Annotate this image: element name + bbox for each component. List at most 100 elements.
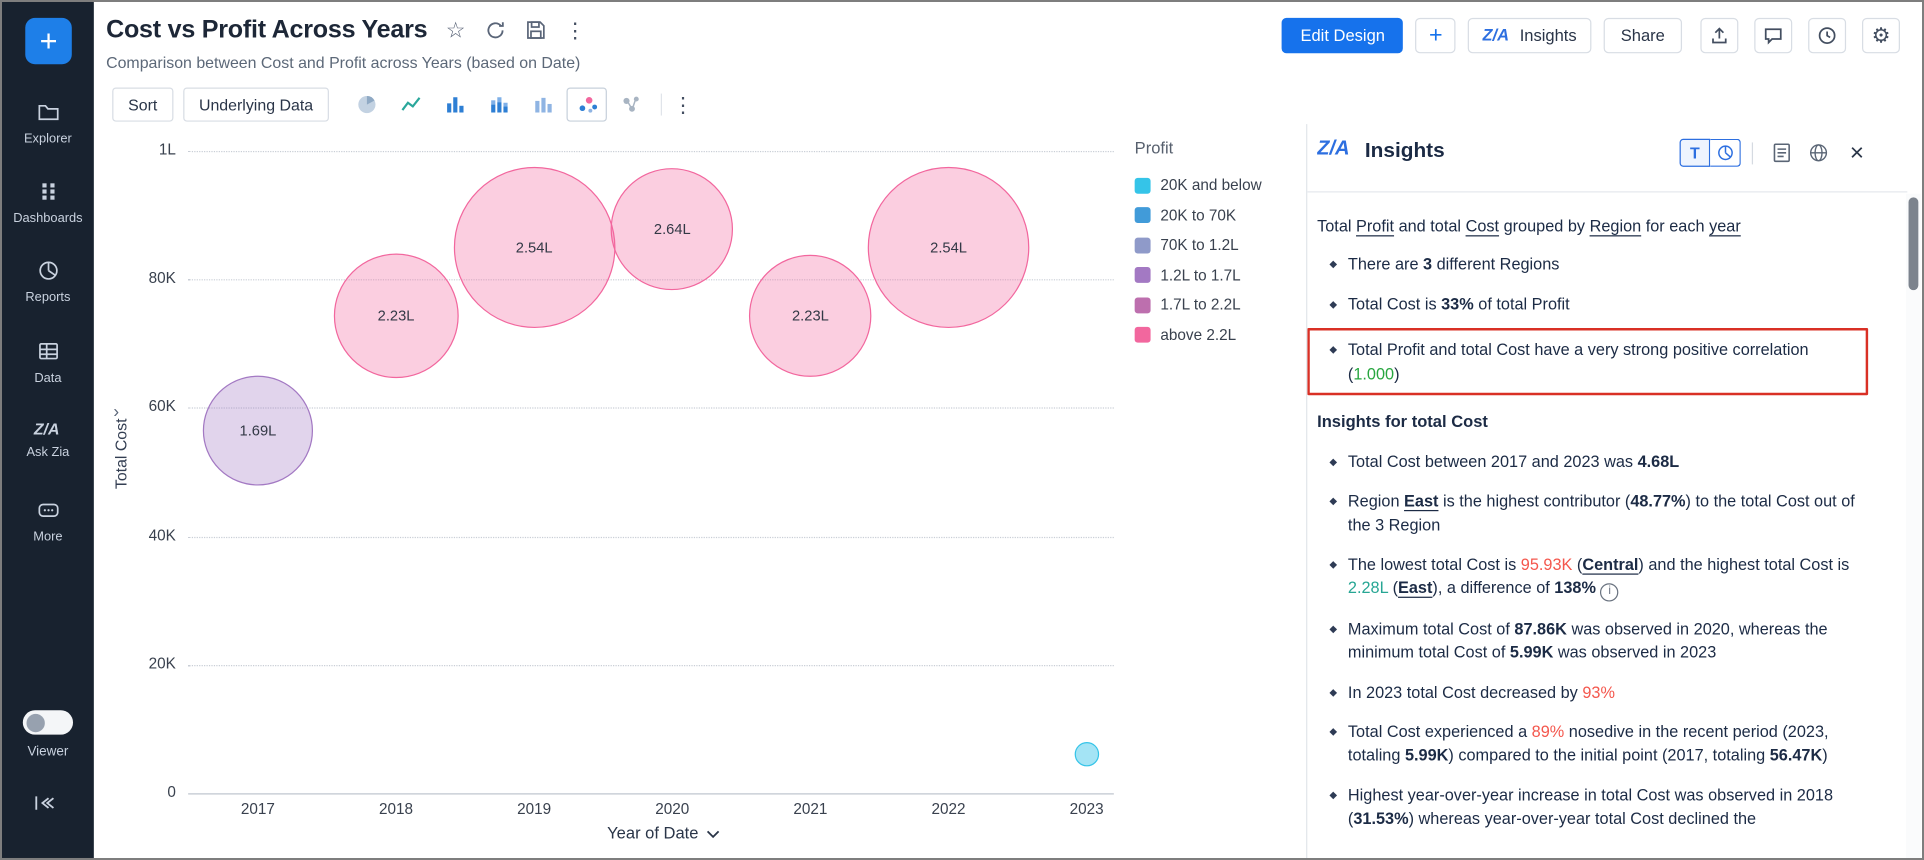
history-button[interactable] [1808, 17, 1847, 54]
x-axis-tick-label: 2018 [379, 800, 414, 818]
bubble-2018[interactable]: 2.23L [333, 253, 459, 379]
gridline [188, 793, 1114, 795]
chart-type-bubble-icon[interactable] [566, 87, 607, 122]
legend-item[interactable]: 1.7L to 2.2L [1134, 290, 1262, 320]
underlying-data-button[interactable]: Underlying Data [183, 87, 330, 122]
legend-swatch [1134, 237, 1151, 254]
more-icon [36, 498, 60, 522]
insight-bullet: ◆ There are 3 different Regions [1317, 253, 1868, 277]
bullet-diamond-icon: ◆ [1329, 726, 1337, 738]
insights-bullet-list: ◆ There are 3 different Regions ◆ Total Cos… [1307, 253, 1869, 396]
scrollbar-track[interactable] [1906, 193, 1921, 858]
insight-bullet-text: In 2023 total Cost decreased by 93% [1347, 682, 1615, 702]
save-icon[interactable] [524, 19, 546, 41]
chart-type-pie-icon[interactable] [346, 87, 387, 122]
insight-bullet: ◆ Total Cost experienced a 89% nosedive i… [1317, 720, 1868, 767]
scrollbar-thumb[interactable] [1908, 197, 1919, 291]
bubble-2022[interactable]: 2.54L [867, 166, 1030, 328]
legend-swatch [1134, 177, 1151, 194]
legend-label: 70K to 1.2L [1160, 236, 1239, 254]
legend-item[interactable]: 20K and below [1134, 171, 1262, 201]
bubble-2020[interactable]: 2.64L [611, 167, 734, 290]
chart-type-bar-icon[interactable] [434, 87, 475, 122]
close-icon[interactable]: × [1849, 139, 1865, 167]
settings-button[interactable]: ⚙ [1862, 17, 1900, 54]
bullet-diamond-icon: ◆ [1329, 623, 1337, 635]
sidebar-item-label: Explorer [23, 131, 72, 147]
x-axis-title[interactable]: Year of Date [607, 824, 719, 842]
insight-bullet: ◆ Maximum total Cost of 87.86K was observ… [1317, 617, 1868, 664]
share-button[interactable]: Share [1603, 17, 1683, 54]
y-axis-tick-label: 80K [148, 269, 176, 287]
legend-item[interactable]: 20K to 70K [1134, 200, 1262, 230]
sidebar-item-more[interactable]: More [2, 498, 94, 544]
y-axis-tick-label: 20K [148, 655, 176, 673]
chart-toolbar: Sort Underlying Data [112, 87, 694, 122]
insights-content: Total Profit and total Cost grouped by R… [1307, 214, 1869, 830]
insight-bullet-text: Total Cost between 2017 and 2023 was 4.6… [1347, 452, 1680, 471]
y-axis-expand-icon[interactable]: › [113, 401, 120, 421]
toolbar-separator [660, 93, 663, 116]
explorer-icon [36, 100, 60, 124]
chart-type-column-icon[interactable] [522, 87, 563, 122]
bubble-2021[interactable]: 2.23L [749, 254, 872, 378]
dashboards-icon [36, 179, 60, 203]
insight-bullet: ◆ The lowest total Cost is 95.93K (Centra… [1317, 553, 1868, 602]
insight-bullet-text: There are 3 different Regions [1347, 255, 1560, 274]
insight-bullet-text: Total Cost experienced a 89% nosedive in… [1347, 722, 1829, 765]
toolbar-more-icon[interactable]: ⋮ [671, 87, 694, 122]
chart-type-line-icon[interactable] [390, 87, 431, 122]
svg-text:Z/A: Z/A [1483, 26, 1510, 43]
more-options-icon[interactable]: ⋮ [564, 18, 586, 42]
text-view-toggle[interactable]: T [1679, 138, 1711, 167]
insight-bullet: ◆ In 2023 total Cost decreased by 93% [1317, 680, 1868, 704]
edit-design-button[interactable]: Edit Design [1282, 17, 1404, 54]
add-button[interactable]: + [1415, 17, 1457, 54]
chart-type-stacked-bar-icon[interactable] [478, 87, 519, 122]
chart-type-map-icon[interactable] [610, 87, 652, 122]
insights-button[interactable]: Z/A Insights [1468, 17, 1592, 54]
legend-item[interactable]: 70K to 1.2L [1134, 230, 1262, 260]
insights-intro: Total Profit and total Cost grouped by R… [1317, 216, 1741, 236]
bubble-2023[interactable] [1074, 742, 1099, 768]
sort-button[interactable]: Sort [112, 87, 174, 122]
gridline [188, 664, 1114, 667]
bullet-diamond-icon: ◆ [1329, 558, 1337, 570]
viewer-label: Viewer [27, 744, 69, 760]
insights-panel-header: Z/A Insights [1316, 136, 1445, 164]
collapse-sidebar-icon[interactable] [30, 793, 57, 819]
refresh-icon[interactable] [484, 19, 506, 41]
bubble-value-label: 2.64L [653, 220, 691, 238]
favorite-star-icon[interactable]: ☆ [445, 17, 466, 43]
sidebar-item-explorer[interactable]: Explorer [2, 100, 94, 146]
toggle-knob [26, 713, 45, 732]
gridline [188, 150, 1114, 153]
bullet-diamond-icon: ◆ [1329, 686, 1337, 698]
bubble-value-label: 2.54L [930, 238, 967, 256]
legend-item[interactable]: above 2.2L [1134, 320, 1262, 350]
insights-button-label: Insights [1519, 26, 1577, 45]
sidebar-item-data[interactable]: Data [2, 339, 94, 385]
sidebar-item-label: Reports [25, 290, 71, 305]
bubble-2017[interactable]: 1.69L [202, 375, 314, 486]
comments-button[interactable] [1754, 17, 1793, 54]
y-axis-tick-label: 60K [148, 398, 176, 416]
sidebar-item-reports[interactable]: Reports [2, 258, 94, 305]
chart-view-toggle[interactable] [1710, 138, 1741, 167]
globe-icon[interactable] [1808, 142, 1829, 163]
create-new-button[interactable]: + [25, 17, 72, 65]
bubble-2019[interactable]: 2.54L [453, 166, 615, 328]
legend-item[interactable]: 1.2L to 1.7L [1134, 260, 1262, 290]
legend-label: above 2.2L [1160, 326, 1237, 344]
viewer-toggle[interactable] [22, 710, 74, 735]
sidebar-item-ask-zia[interactable]: Z/A Ask Zia [2, 418, 94, 460]
legend-label: 1.7L to 2.2L [1160, 296, 1241, 314]
document-icon[interactable] [1773, 142, 1791, 163]
export-button[interactable] [1700, 17, 1739, 54]
bullet-diamond-icon: ◆ [1329, 344, 1337, 356]
legend-title: Profit [1134, 138, 1174, 158]
header-actions: Edit Design + Z/A Insights Share ⚙ [1282, 17, 1900, 54]
legend-label: 1.2L to 1.7L [1160, 266, 1241, 284]
sidebar-item-dashboards[interactable]: Dashboards [2, 179, 94, 225]
